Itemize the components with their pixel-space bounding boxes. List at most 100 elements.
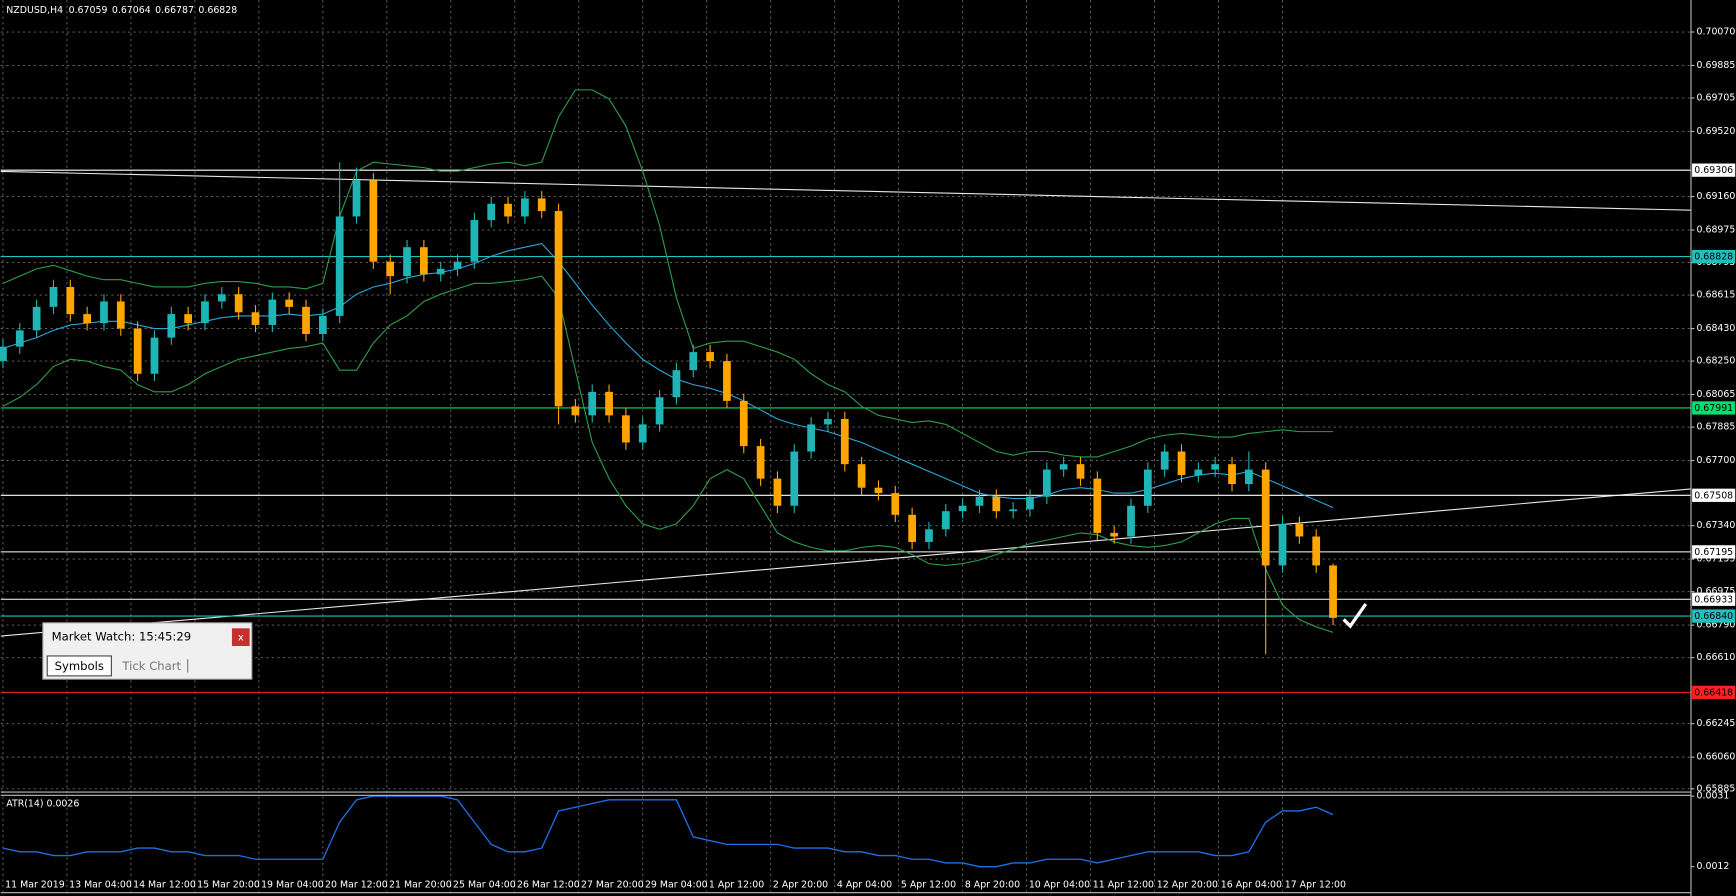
- price-level-label: 0.67195: [1694, 547, 1733, 558]
- plot: [0, 89, 1337, 868]
- candle-body: [1312, 536, 1321, 566]
- tab-label[interactable]: Symbols: [55, 659, 104, 673]
- candle-body: [689, 352, 698, 371]
- candle-body: [891, 493, 900, 515]
- candle-body: [285, 299, 294, 307]
- y-tick-label: 0.67155: [1697, 554, 1736, 565]
- candle-body: [419, 247, 428, 275]
- candle-body: [32, 306, 41, 331]
- chart-title: NZDUSD,H4: [6, 4, 63, 15]
- candle-body: [184, 314, 193, 324]
- candle-body: [150, 337, 159, 374]
- x-tick-label: 25 Mar 04:00: [453, 879, 516, 890]
- y-tick-label: 0.0031: [1697, 791, 1730, 802]
- candle-body: [840, 418, 849, 465]
- candle-body: [1278, 523, 1287, 566]
- candle-body: [386, 261, 395, 277]
- window-title: Market Watch: 15:45:29: [52, 630, 191, 644]
- candle-body: [807, 424, 815, 452]
- y-tick-label: 0.68975: [1697, 225, 1736, 236]
- candle-body: [251, 312, 260, 325]
- price-level-label: 0.68828: [1694, 252, 1733, 263]
- candle-body: [1026, 496, 1034, 510]
- y-tick-label: 0.66610: [1697, 652, 1736, 663]
- x-tick-label: 16 Apr 04:00: [1221, 879, 1282, 890]
- candle-body: [824, 418, 832, 425]
- y-tick-label: 0.66790: [1697, 620, 1736, 631]
- price-level-box: [1692, 163, 1736, 177]
- close-label: x: [238, 633, 244, 644]
- candle-body: [1143, 469, 1152, 506]
- candle-body: [403, 247, 411, 277]
- atr-title: ATR(14) 0.0026: [6, 799, 79, 810]
- candle-body: [908, 514, 917, 542]
- candle-body: [66, 286, 75, 315]
- candle-body: [1228, 464, 1236, 485]
- price-level-box: [1692, 609, 1736, 623]
- x-tick-label: 19 Mar 04:00: [261, 879, 324, 890]
- x-tick-label: 15 Mar 20:00: [197, 879, 260, 890]
- chart-header: NZDUSD,H4 0.67059 0.67064 0.66787 0.66828: [6, 4, 237, 15]
- x-tick-label: 10 Apr 04:00: [1029, 879, 1090, 890]
- candle-body: [470, 220, 479, 262]
- tab-active[interactable]: [46, 655, 112, 677]
- x-tick-label: 20 Mar 12:00: [325, 879, 388, 890]
- candle-body: [588, 391, 597, 416]
- y-tick-label: 0.0012: [1697, 861, 1730, 872]
- close-button[interactable]: [231, 628, 250, 647]
- candle-body: [217, 294, 226, 302]
- y-tick-label: 0.65885: [1697, 783, 1736, 794]
- candle-body: [756, 446, 765, 479]
- candle-body: [487, 203, 496, 221]
- candle-body: [521, 198, 529, 217]
- market-watch-window[interactable]: Market Watch: 15:45:29 x Symbols Tick Ch…: [42, 622, 253, 680]
- candle-body: [1110, 532, 1119, 537]
- candle-body: [992, 496, 1001, 512]
- candle-body: [1160, 451, 1169, 470]
- grid: [0, 0, 1691, 892]
- header-low: 0.66787: [155, 4, 194, 15]
- candle-body: [739, 400, 748, 447]
- header-close: 0.66828: [198, 4, 237, 15]
- candle-body: [49, 286, 58, 307]
- candle-body: [622, 415, 630, 443]
- x-tick-label: 11 Apr 12:00: [1093, 879, 1154, 890]
- candle-body: [83, 314, 92, 324]
- candle-body: [133, 328, 142, 374]
- candle-body: [706, 352, 714, 362]
- candle-body: [100, 301, 108, 324]
- candle-body: [318, 315, 327, 334]
- candle-body: [1127, 505, 1135, 537]
- price-level-label: 0.66933: [1694, 594, 1733, 605]
- candle-body: [638, 424, 647, 443]
- price-level-label: 0.66840: [1694, 611, 1733, 622]
- axis-labels: 0.70070 0.69885 0.69705 0.69520 0.69160 0.689…: [5, 27, 1735, 891]
- candle-body: [958, 505, 967, 512]
- candle-body: [790, 451, 799, 506]
- candle-body: [0, 346, 7, 362]
- candle-body: [1329, 565, 1337, 618]
- candle-body: [941, 511, 950, 530]
- candle-body: [874, 487, 883, 494]
- candle-body: [537, 198, 546, 212]
- candle-body: [773, 478, 782, 506]
- tab-label[interactable]: Tick Chart: [121, 659, 181, 673]
- candle-body: [857, 464, 866, 488]
- x-tick-label: 1 Apr 12:00: [709, 879, 764, 890]
- candle-body: [1042, 469, 1051, 497]
- x-tick-label: 29 Mar 04:00: [645, 879, 708, 890]
- candle-body: [116, 301, 125, 329]
- candle-body: [1009, 509, 1018, 512]
- y-tick-label: 0.68430: [1697, 323, 1736, 334]
- y-tick-label: 0.69885: [1697, 60, 1736, 71]
- x-tick-label: 8 Apr 20:00: [965, 879, 1020, 890]
- x-tick-label: 2 Apr 20:00: [773, 879, 828, 890]
- y-tick-label: 0.68250: [1697, 356, 1736, 367]
- y-tick-label: 0.66060: [1697, 752, 1736, 763]
- candle-body: [352, 180, 361, 217]
- y-tick-label: 0.70070: [1697, 27, 1736, 38]
- y-tick-label: 0.69705: [1697, 93, 1736, 104]
